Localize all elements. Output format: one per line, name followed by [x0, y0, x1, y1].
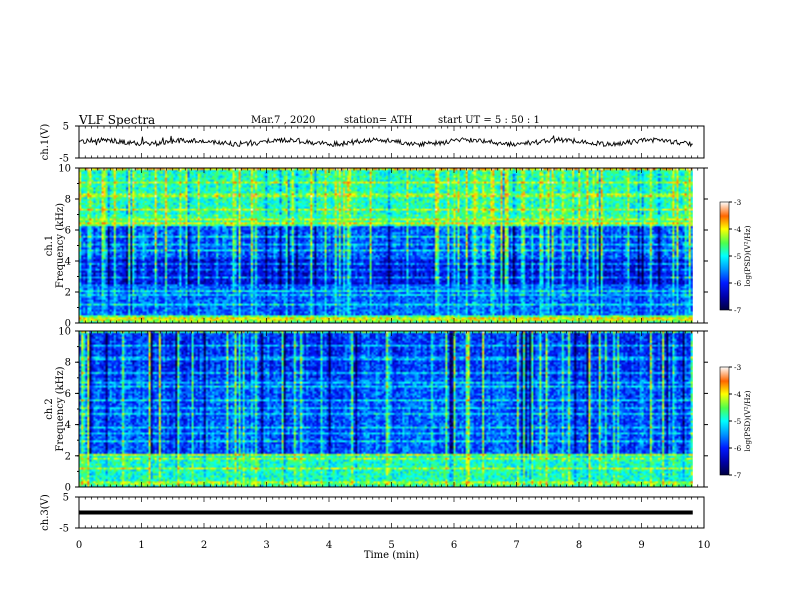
xtick-label: 0: [76, 540, 82, 551]
colorbar-tick-label: -5: [734, 252, 742, 261]
xtick-label: 2: [201, 540, 207, 551]
colorbar-1: [719, 201, 730, 311]
ytick-label: 4: [65, 420, 71, 431]
ytick-label: 10: [58, 164, 71, 175]
ytick-label: 8: [65, 358, 71, 369]
colorbar-tick-label: -3: [734, 363, 742, 372]
colorbar-tick-label: -7: [734, 471, 742, 480]
channel-label: ch.2: [44, 398, 55, 420]
ytick-label: 10: [58, 327, 71, 338]
xtick-label: 1: [138, 540, 144, 551]
ytick-label: 6: [65, 389, 71, 400]
colorbar-label: log(PSD)(V²/Hz): [743, 225, 752, 286]
colorbar-2: [719, 366, 730, 476]
xtick-label: 9: [638, 540, 644, 551]
xtick-label: 4: [326, 540, 332, 551]
ytick-label: 2: [65, 288, 71, 299]
chart-title: VLF Spectra: [79, 113, 156, 127]
ytick-label: 2: [65, 451, 71, 462]
yaxis-label: Frequency (kHz): [55, 366, 66, 451]
xtick-label: 7: [513, 540, 519, 551]
xtick-label: 3: [263, 540, 269, 551]
ch1-waveform: [78, 135, 693, 148]
ytick-label: 5: [63, 122, 69, 133]
ytick-label: -5: [59, 524, 69, 535]
xaxis-label: Time (min): [364, 550, 419, 561]
ytick-label: 0: [65, 483, 71, 494]
xtick-label: 8: [576, 540, 582, 551]
colorbar-tick-label: -4: [734, 225, 742, 234]
channel-label: ch.1: [44, 235, 55, 257]
spectrogram-2: [79, 331, 693, 487]
colorbar-label: log(PSD)(V²/Hz): [743, 390, 752, 451]
xtick-label: 10: [698, 540, 711, 551]
ytick-label: 8: [65, 195, 71, 206]
ytick-label: -5: [59, 154, 69, 165]
start-time-label: start UT = 5 : 50 : 1: [438, 115, 540, 126]
date-label: Mar.7 , 2020: [251, 115, 316, 126]
colorbar-tick-label: -6: [734, 444, 742, 453]
colorbar-tick-label: -6: [734, 279, 742, 288]
yaxis-label: Frequency (kHz): [55, 203, 66, 288]
colorbar-tick-label: -4: [734, 390, 742, 399]
spectrogram-1: [79, 168, 693, 323]
ytick-label: 0: [65, 319, 71, 330]
xtick-label: 6: [451, 540, 457, 551]
xtick-label: 5: [388, 540, 394, 551]
colorbar-tick-label: -7: [734, 306, 742, 315]
yaxis-label: ch.1(V): [40, 124, 51, 161]
ytick-label: 4: [65, 257, 71, 268]
colorbar-tick-label: -5: [734, 417, 742, 426]
ytick-label: 6: [65, 226, 71, 237]
colorbar-tick-label: -3: [734, 198, 742, 207]
ytick-label: 5: [63, 493, 69, 504]
station-label: station= ATH: [344, 115, 413, 126]
yaxis-label: ch.3(V): [40, 494, 51, 531]
